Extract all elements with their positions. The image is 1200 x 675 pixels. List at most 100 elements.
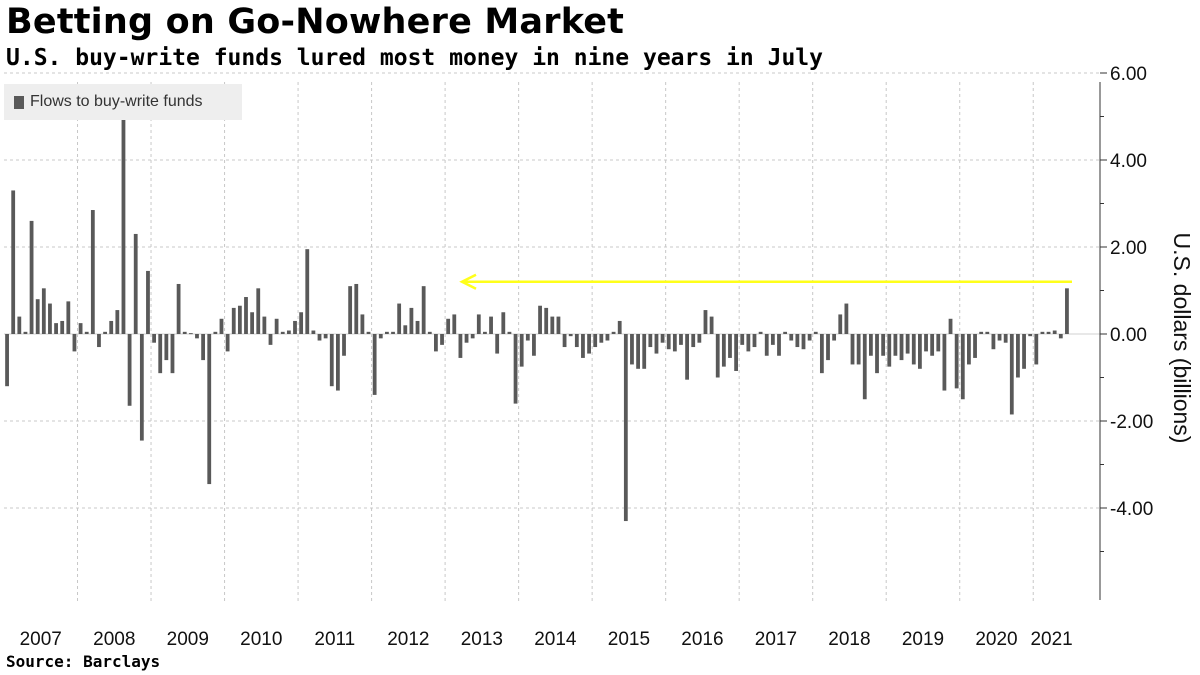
bar: [5, 334, 9, 387]
bar: [832, 334, 837, 341]
bar: [574, 334, 579, 348]
x-year-label: 2008: [93, 629, 135, 650]
bar: [1016, 334, 1020, 378]
bar: [133, 233, 138, 334]
bar: [728, 334, 732, 358]
bar: [158, 334, 163, 374]
x-axis-labels: 2007 2008 2009 2010 2011 2012 2013 2014 2015 2016…: [20, 629, 1073, 650]
bar: [262, 316, 267, 334]
bar: [188, 333, 193, 335]
bar: [636, 334, 640, 369]
bar: [813, 331, 818, 334]
bar: [391, 331, 395, 334]
bar: [703, 310, 708, 334]
bar: [905, 334, 910, 354]
y-tick-label: 2.00: [1110, 238, 1147, 259]
bar: [139, 334, 144, 441]
bar: [470, 334, 475, 339]
bar: [97, 334, 101, 348]
bar: [274, 318, 279, 334]
bar: [979, 331, 984, 334]
bar: [397, 303, 402, 334]
x-year-label: 2016: [681, 629, 723, 650]
bar: [41, 288, 46, 334]
bar: [991, 334, 996, 350]
bar: [568, 334, 573, 337]
x-year-label: 2021: [1030, 629, 1072, 650]
bar: [721, 334, 726, 367]
bar: [127, 334, 132, 406]
bar: [280, 331, 285, 334]
bar: [342, 334, 346, 356]
bar: [850, 334, 855, 365]
bar: [630, 334, 634, 365]
bars: [5, 103, 1069, 522]
y-tick-label: 6.00: [1110, 64, 1147, 85]
bar: [593, 334, 598, 348]
bar: [29, 220, 34, 334]
bar: [237, 305, 242, 334]
bar: [1052, 330, 1057, 334]
bar: [936, 334, 941, 352]
bar: [366, 331, 371, 334]
bar: [783, 331, 788, 334]
bar: [501, 312, 506, 334]
bar: [513, 334, 518, 404]
bar: [427, 331, 432, 334]
bar: [109, 320, 114, 334]
y-tick-label: 0.00: [1110, 325, 1147, 346]
bar: [581, 334, 585, 358]
bar: [881, 334, 886, 356]
bar: [323, 334, 328, 339]
bar: [317, 334, 322, 341]
bar: [54, 323, 58, 334]
y-axis: 6.00 4.00 2.00 0.00 -2.00 -4.00: [1099, 64, 1153, 600]
x-year-label: 2013: [461, 629, 503, 650]
bar: [103, 331, 107, 334]
bar: [746, 334, 751, 352]
chart-title: Betting on Go-Nowhere Market: [6, 2, 625, 42]
bar: [611, 331, 616, 334]
bar: [403, 325, 408, 334]
bar: [90, 210, 95, 334]
bar: [819, 334, 824, 374]
chart-subtitle: U.S. buy-write funds lured most money in…: [6, 45, 823, 71]
bar: [305, 249, 310, 334]
bar: [679, 334, 683, 345]
bar: [942, 334, 947, 391]
gridlines: [4, 72, 1100, 602]
bar: [219, 318, 224, 334]
bar: [1009, 334, 1014, 415]
bar: [84, 331, 89, 334]
bar: [1028, 334, 1033, 337]
bar: [256, 288, 261, 334]
bar: [599, 334, 604, 343]
bar: [115, 310, 120, 334]
bar: [60, 320, 65, 334]
bar: [170, 334, 175, 374]
bar: [795, 334, 800, 348]
bar: [899, 334, 904, 361]
bar: [525, 334, 530, 341]
bar: [483, 331, 487, 334]
x-year-label: 2018: [828, 629, 870, 650]
bar: [868, 334, 873, 356]
bar: [770, 334, 775, 345]
bar: [672, 334, 677, 352]
bar: [893, 334, 898, 356]
bar: [176, 283, 181, 334]
bar: [446, 318, 451, 334]
bar: [1003, 334, 1008, 343]
bar: [538, 305, 542, 334]
bar: [911, 334, 916, 365]
bar: [299, 312, 304, 334]
bar: [293, 320, 297, 334]
bar: [660, 334, 665, 343]
bar: [826, 334, 830, 361]
bar: [960, 334, 965, 400]
bar: [642, 334, 647, 369]
bar: [476, 314, 481, 334]
bar: [372, 334, 377, 395]
bar: [997, 334, 1002, 341]
bar: [409, 307, 414, 334]
